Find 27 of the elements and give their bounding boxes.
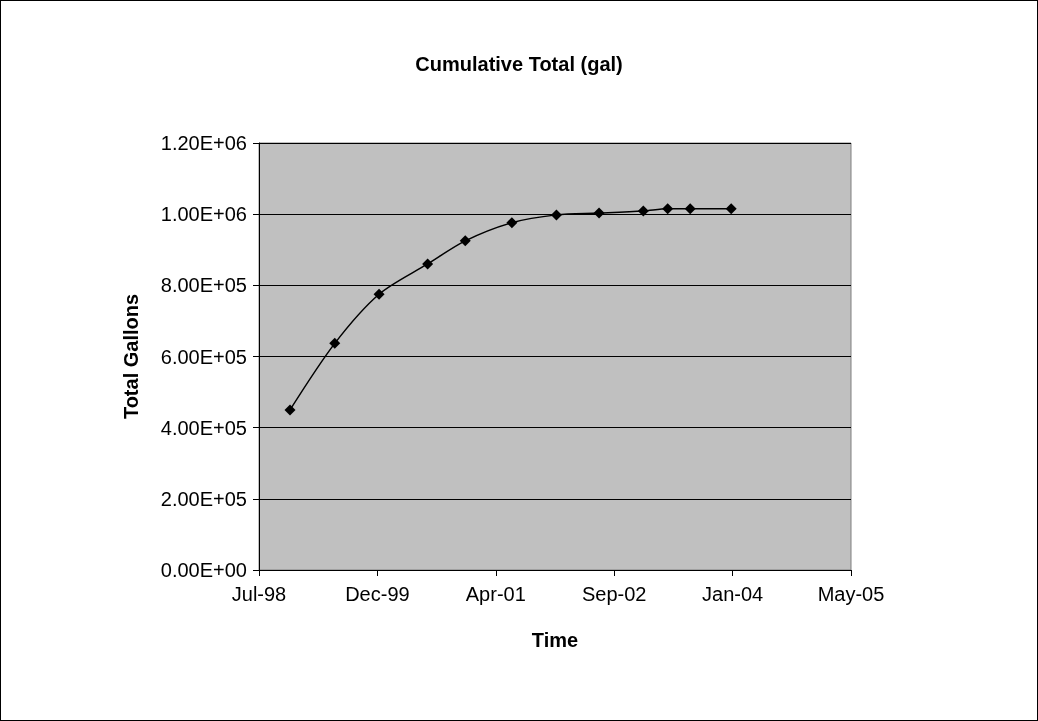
x-axis-title: Time — [531, 629, 579, 651]
point — [725, 203, 737, 215]
y-tick-label: 2.00E+05 — [160, 487, 247, 510]
y-tick-label: 1.20E+06 — [160, 132, 247, 154]
point — [373, 288, 385, 300]
point — [329, 337, 341, 349]
x-tick-label: Apr-01 — [465, 583, 526, 605]
y-tick-label: 0.00E+00 — [160, 559, 247, 581]
point — [662, 203, 674, 215]
x-tick-label: Dec-99 — [345, 583, 410, 605]
point — [284, 404, 296, 416]
point — [593, 207, 605, 219]
x-tick-label: Sep-02 — [581, 583, 647, 605]
point — [459, 235, 471, 247]
point — [506, 217, 518, 229]
x-tick-label: Jul-98 — [231, 583, 287, 605]
y-tick-label: 1.00E+06 — [160, 203, 247, 226]
y-tick-label: 6.00E+05 — [160, 345, 247, 368]
point — [684, 203, 696, 215]
y-tick-label: 4.00E+05 — [160, 416, 247, 439]
y-axis-title: Total Gallons — [120, 293, 142, 420]
y-tick-label: 8.00E+05 — [160, 274, 247, 297]
x-tick-label: May-05 — [817, 583, 885, 605]
x-tick-label: Jan-04 — [702, 583, 764, 605]
point — [422, 258, 434, 270]
chart-title: Cumulative Total (gal) — [415, 53, 623, 75]
point — [637, 205, 649, 217]
